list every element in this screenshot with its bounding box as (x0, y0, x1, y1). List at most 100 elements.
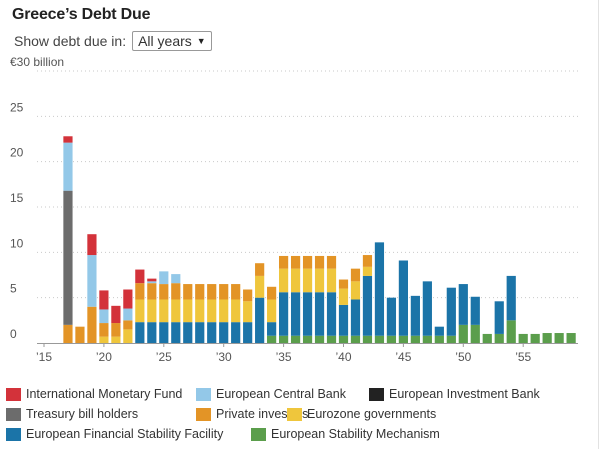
bar-segment-private-2028 (195, 284, 205, 300)
bar-segment-ecb-2024 (147, 281, 157, 284)
bar-segment-esm-2052 (482, 333, 492, 343)
bar-segment-efsf-2034 (267, 322, 277, 336)
year-select[interactable]: All years ▼ (132, 31, 212, 51)
legend-label: International Monetary Fund (26, 387, 183, 401)
legend-label: Treasury bill holders (26, 407, 139, 421)
bar-segment-private-2025 (159, 284, 169, 300)
chart-title: Greece’s Debt Due (12, 6, 151, 23)
legend-label: European Central Bank (216, 387, 346, 401)
bar-segment-esm-2035 (279, 335, 289, 343)
bar-segment-eurozone-2038 (314, 268, 325, 293)
x-tick-label: ’50 (455, 350, 471, 364)
bar-segment-imf-2017 (63, 136, 73, 143)
legend-item-eurozone: Eurozone governments (287, 407, 436, 421)
x-tick-label: ’55 (515, 350, 531, 364)
year-filter-label: Show debt due in: (14, 33, 127, 49)
bar-segment-private-2023 (135, 283, 145, 300)
x-tick-label: ’45 (395, 350, 411, 364)
bar-segment-esm-2044 (386, 335, 397, 343)
bar-segment-efsf-2027 (183, 322, 193, 343)
bar-segment-private-2020 (99, 323, 109, 337)
y-tick-label: 10 (10, 236, 24, 250)
bar-segment-esm-2057 (542, 333, 552, 343)
bar-segment-efsf-2024 (147, 322, 157, 343)
bar-segment-efsf-2053 (494, 301, 504, 334)
bar-segment-eurozone-2022 (123, 329, 133, 343)
bar-segment-ecb-2017 (63, 142, 73, 191)
bar-segment-esm-2055 (518, 333, 528, 343)
legend-item-tbill: Treasury bill holders (6, 407, 138, 421)
bar-segment-tbill-2017 (63, 190, 73, 325)
bar-segment-private-2041 (350, 268, 361, 282)
bar-segment-private-2029 (207, 284, 217, 300)
bar-segment-eurozone-2028 (195, 299, 205, 323)
bar-segment-private-2022 (123, 320, 133, 330)
bar-segment-efsf-2026 (171, 322, 181, 343)
bar-segment-imf-2021 (111, 305, 121, 324)
bar-segment-esm-2059 (566, 333, 576, 343)
bar-segment-ecb-2022 (123, 308, 133, 321)
bar-segment-private-2021 (111, 323, 121, 337)
bar-segment-private-2027 (183, 284, 193, 300)
bar-segment-private-2037 (302, 255, 313, 269)
legend-item-efsf: European Financial Stability Facility (6, 427, 223, 441)
bar-segment-efsf-2049 (446, 287, 456, 336)
x-tick-label: ’35 (276, 350, 292, 364)
year-filter: Show debt due in: All years ▼ (14, 31, 212, 51)
bar-segment-efsf-2046 (410, 295, 420, 336)
bar-segment-private-2024 (147, 283, 157, 300)
bar-segment-imf-2024 (147, 278, 157, 282)
bar-segment-private-2035 (279, 255, 289, 269)
bar-segment-esm-2038 (314, 335, 325, 343)
bar-segment-eurozone-2035 (279, 268, 289, 293)
bar-segment-esm-2053 (494, 333, 504, 343)
bar-segment-efsf-2041 (350, 299, 361, 336)
legend-label: Private investors (216, 407, 309, 421)
y-tick-label: 0 (10, 327, 17, 341)
bar-segment-esm-2040 (338, 335, 349, 343)
bar-segment-esm-2046 (410, 335, 420, 343)
bar-segment-esm-2050 (458, 324, 468, 343)
bar-segment-esm-2036 (290, 335, 301, 343)
bar-segment-eurozone-2021 (111, 336, 121, 343)
bar-segment-eurozone-2030 (219, 299, 229, 323)
bar-segment-ecb-2025 (159, 271, 169, 285)
legend-item-eib: European Investment Bank (369, 387, 540, 401)
bar-segment-eurozone-2029 (207, 299, 217, 323)
bar-segment-private-2038 (314, 255, 325, 269)
bar-segment-efsf-2043 (374, 242, 385, 336)
bar-segment-eurozone-2037 (302, 268, 313, 293)
bar-segment-eurozone-2034 (267, 299, 277, 323)
bar-segment-private-2032 (243, 289, 253, 302)
x-tick-label: ’25 (156, 350, 172, 364)
bar-segment-private-2039 (326, 255, 337, 269)
legend-swatch-efsf (6, 427, 21, 441)
bar-segment-efsf-2045 (398, 260, 408, 336)
bar-segment-esm-2041 (350, 335, 361, 343)
bar-segment-imf-2019 (87, 234, 97, 256)
bar-segment-esm-2048 (434, 335, 444, 343)
bar-segment-eurozone-2025 (159, 299, 169, 323)
bar-segment-esm-2054 (506, 320, 516, 343)
bar-segment-private-2031 (231, 284, 241, 300)
bar-segment-efsf-2054 (506, 275, 516, 321)
x-tick-label: ’20 (96, 350, 112, 364)
legend-swatch-ecb (196, 387, 211, 401)
legend-swatch-private (196, 407, 211, 421)
bar-segment-private-2017 (63, 324, 73, 343)
bar-segment-esm-2049 (446, 335, 456, 343)
legend-swatch-tbill (6, 407, 21, 421)
legend-item-ecb: European Central Bank (196, 387, 346, 401)
bar-segment-efsf-2023 (135, 322, 145, 343)
bar-segment-efsf-2033 (255, 297, 265, 343)
legend-label: European Investment Bank (389, 387, 540, 401)
bar-segment-ecb-2020 (99, 309, 109, 324)
legend-label: European Stability Mechanism (271, 427, 440, 441)
legend-item-imf: International Monetary Fund (6, 387, 182, 401)
bar-segment-efsf-2051 (470, 296, 480, 325)
bar-segment-private-2033 (255, 263, 265, 276)
bar-segment-eurozone-2041 (350, 281, 361, 300)
bar-segment-efsf-2044 (386, 297, 397, 336)
bar-segment-ecb-2026 (171, 274, 181, 284)
bar-segment-eurozone-2020 (99, 336, 109, 343)
